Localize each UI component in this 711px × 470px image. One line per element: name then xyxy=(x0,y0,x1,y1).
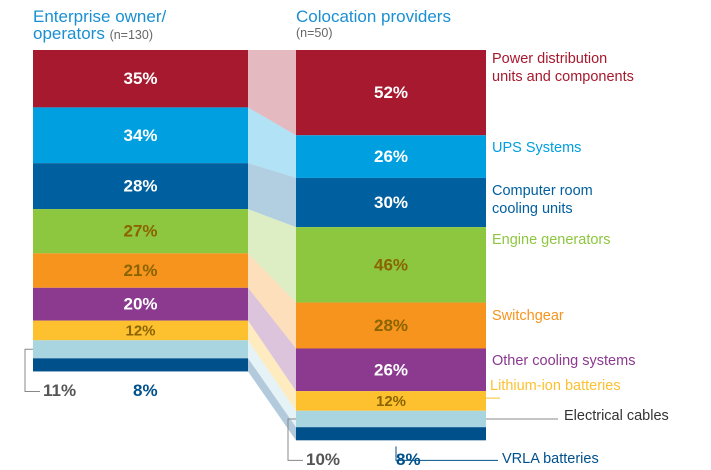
legend-label: Switchgear xyxy=(492,307,564,324)
value-label: 11% xyxy=(43,381,76,400)
value-label: 10% xyxy=(306,450,340,469)
value-label: 34% xyxy=(123,126,157,145)
bar-segment xyxy=(33,209,248,254)
bar-segment xyxy=(296,302,486,349)
value-label: 8% xyxy=(396,450,421,469)
legend-label: UPS Systems xyxy=(492,140,582,157)
value-label: 28% xyxy=(123,177,157,196)
value-label: 12% xyxy=(125,322,155,339)
flow-ribbon xyxy=(248,358,296,441)
value-label: 27% xyxy=(123,222,157,241)
bar-segment xyxy=(33,340,248,359)
bar-segment xyxy=(33,107,248,164)
legend-label: Other cooling systems xyxy=(492,353,636,370)
legend-label: VRLA batteries xyxy=(502,451,599,468)
column-header: Enterprise owner/ operators (n=130) xyxy=(33,8,166,44)
legend-label: Power distribution units and components xyxy=(492,51,634,85)
value-label: 35% xyxy=(123,69,157,88)
bar-segment xyxy=(296,135,486,178)
bar-segment xyxy=(296,427,486,441)
legend-label: Computer room cooling units xyxy=(492,182,593,217)
bar-segment xyxy=(33,253,248,288)
value-label: 21% xyxy=(123,261,157,280)
column-label: Enterprise owner/ operators xyxy=(33,7,167,43)
value-label: 52% xyxy=(374,83,408,102)
legend-label: Electrical cables xyxy=(564,408,669,424)
value-label: 8% xyxy=(133,381,158,400)
sample-size: (n=130) xyxy=(109,28,153,42)
column-label: Colocation providers xyxy=(296,7,451,26)
leader-line xyxy=(24,348,40,392)
bar-segment xyxy=(33,163,248,210)
bar-segment xyxy=(296,348,486,392)
legend-label: Engine generators xyxy=(492,232,611,249)
bar-segment xyxy=(296,391,486,411)
legend-label: Lithium-ion batteries xyxy=(490,378,621,395)
value-label: 26% xyxy=(374,147,408,166)
bar-segment xyxy=(296,50,486,136)
column-header: Colocation providers (n=50) xyxy=(296,8,451,42)
value-label: 20% xyxy=(123,295,157,314)
leader-line xyxy=(395,446,498,461)
flow-ribbon xyxy=(248,253,296,349)
flow-ribbon xyxy=(248,107,296,178)
flow-ribbon xyxy=(248,163,296,228)
bar-segment xyxy=(296,410,486,428)
flow-ribbon xyxy=(248,287,296,392)
bar-segment xyxy=(296,227,486,303)
bar-segment xyxy=(33,358,248,372)
bar-segment xyxy=(296,177,486,228)
flow-ribbon xyxy=(248,209,296,303)
value-label: 26% xyxy=(374,360,408,379)
leader-line xyxy=(287,418,303,461)
bar-segment xyxy=(33,287,248,321)
value-label: 28% xyxy=(374,316,408,335)
value-label: 46% xyxy=(374,255,408,274)
flow-ribbon xyxy=(248,320,296,411)
flow-ribbon xyxy=(248,340,296,428)
flow-ribbon xyxy=(248,50,296,136)
bar-segment xyxy=(33,320,248,341)
sample-size: (n=50) xyxy=(296,26,333,40)
bar-segment xyxy=(33,50,248,108)
value-label: 30% xyxy=(374,193,408,212)
value-label: 12% xyxy=(376,393,406,410)
